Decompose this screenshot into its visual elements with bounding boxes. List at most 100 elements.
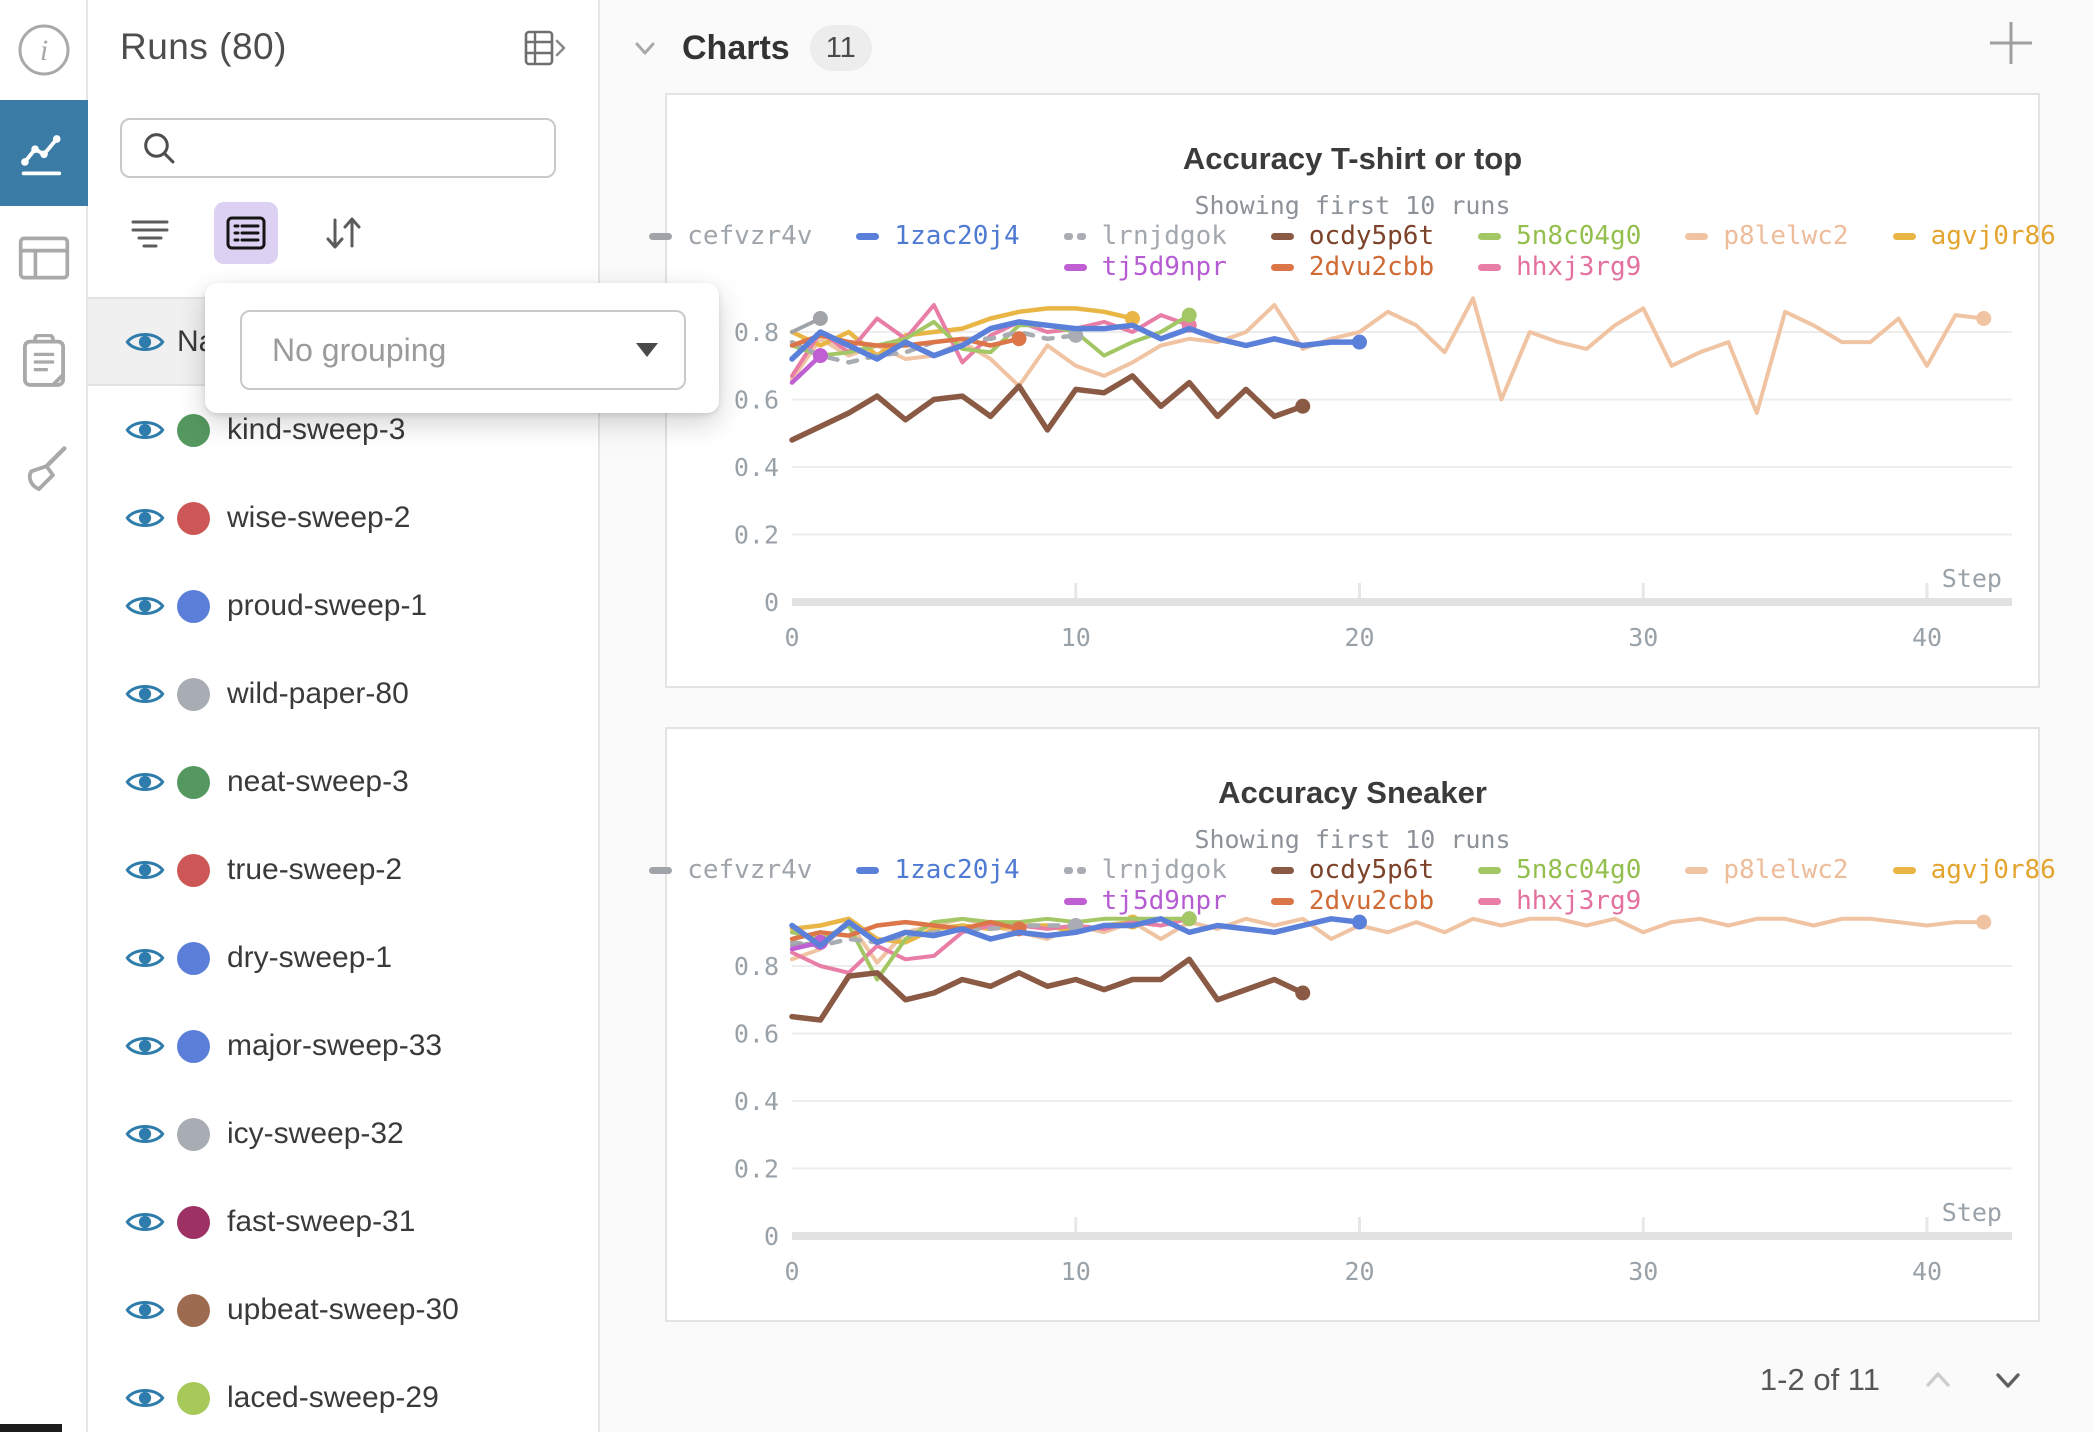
- legend-entry-agvj0r86[interactable]: agvj0r86: [1892, 221, 2056, 251]
- run-color-dot: [177, 501, 210, 535]
- run-list-item[interactable]: icy-sweep-32: [88, 1090, 600, 1178]
- run-list-item[interactable]: laced-sweep-29: [88, 1354, 600, 1432]
- chart-title: Accuracy T-shirt or top: [1182, 141, 1523, 176]
- run-color-dot: [177, 1293, 210, 1327]
- pagination-label: 1-2 of 11: [1759, 1362, 1880, 1397]
- legend-entry-tj5d9npr[interactable]: tj5d9npr: [1063, 252, 1227, 282]
- svg-text:0: 0: [784, 623, 799, 652]
- legend-entry-2dvu2cbb[interactable]: 2dvu2cbb: [1270, 252, 1435, 282]
- run-list-item[interactable]: fast-sweep-31: [88, 1178, 600, 1266]
- legend-label: agvj0r86: [1930, 221, 2056, 251]
- svg-text:0: 0: [764, 588, 779, 617]
- legend-entry-2dvu2cbb[interactable]: 2dvu2cbb: [1270, 886, 1435, 916]
- group-runs-button[interactable]: [214, 202, 278, 264]
- legend-entry-cefvzr4v[interactable]: cefvzr4v: [649, 855, 812, 885]
- legend-label: 2dvu2cbb: [1308, 886, 1435, 916]
- line-chart-icon: [21, 135, 62, 176]
- run-list-item[interactable]: true-sweep-2: [88, 826, 600, 914]
- chart-panel[interactable]: 0 0.2 0.4 0.6 0.8 0 10 20 30 40 Step Accuracy Snea…: [649, 727, 2056, 1322]
- legend-mark: [1063, 263, 1087, 271]
- legend-label: cefvzr4v: [687, 855, 813, 885]
- legend-entry-1zac20j4[interactable]: 1zac20j4: [856, 221, 1020, 251]
- legend-mark: [649, 866, 673, 874]
- run-list-item[interactable]: upbeat-sweep-30: [88, 1266, 600, 1354]
- run-name-label: kind-sweep-3: [227, 413, 406, 446]
- run-list-item[interactable]: neat-sweep-3: [88, 738, 600, 826]
- run-list-item[interactable]: dry-sweep-1: [88, 914, 600, 1002]
- eye-icon[interactable]: [125, 1207, 165, 1237]
- legend-entry-1zac20j4[interactable]: 1zac20j4: [856, 855, 1020, 885]
- charts-section-title: Charts: [682, 28, 790, 67]
- legend-entry-tj5d9npr[interactable]: tj5d9npr: [1063, 886, 1227, 916]
- legend-label: p8lelwc2: [1723, 221, 1849, 251]
- info-icon: i: [18, 24, 70, 76]
- legend-mark: [1478, 897, 1502, 905]
- legend-entry-lrnjdgok[interactable]: lrnjdgok: [1063, 221, 1227, 251]
- chart-panel[interactable]: 0 0.2 0.4 0.6 0.8 0 10 20 30 40 Step Accuracy T-sh…: [649, 93, 2056, 688]
- legend-mark: [1063, 897, 1087, 905]
- eye-icon[interactable]: [125, 679, 165, 709]
- run-color-dot: [177, 941, 210, 975]
- legend-entry-hhxj3rg9[interactable]: hhxj3rg9: [1478, 252, 1641, 282]
- plus-icon: [1990, 22, 2032, 64]
- run-list-item[interactable]: proud-sweep-1: [88, 562, 600, 650]
- run-color-dot: [177, 1205, 210, 1239]
- svg-text:30: 30: [1628, 623, 1658, 652]
- eye-icon[interactable]: [125, 1295, 165, 1325]
- legend-entry-agvj0r86[interactable]: agvj0r86: [1892, 855, 2056, 885]
- eye-icon[interactable]: [125, 855, 165, 885]
- legend-entry-5n8c04g0[interactable]: 5n8c04g0: [1478, 855, 1641, 885]
- legend-entry-5n8c04g0[interactable]: 5n8c04g0: [1478, 221, 1641, 251]
- expand-runs-table-button[interactable]: [522, 26, 566, 70]
- sort-runs-button[interactable]: [320, 210, 366, 256]
- legend-entry-cefvzr4v[interactable]: cefvzr4v: [649, 221, 812, 251]
- eye-icon[interactable]: [125, 1383, 165, 1413]
- run-list-item[interactable]: wise-sweep-2: [88, 474, 600, 562]
- eye-icon[interactable]: [125, 767, 165, 797]
- grouping-select[interactable]: No grouping: [240, 310, 686, 390]
- legend-entry-ocdy5p6t[interactable]: ocdy5p6t: [1270, 855, 1434, 885]
- pagination-next-button[interactable]: [1986, 1358, 2030, 1402]
- info-nav-button[interactable]: i: [0, 0, 88, 100]
- eye-icon[interactable]: [125, 503, 165, 533]
- run-list-item[interactable]: kind-sweep-3: [88, 386, 600, 474]
- svg-text:0.6: 0.6: [734, 1020, 779, 1049]
- eye-icon[interactable]: [125, 591, 165, 621]
- grouping-select-value: No grouping: [272, 331, 447, 368]
- legend-entry-p8lelwc2[interactable]: p8lelwc2: [1685, 221, 1849, 251]
- collapse-section-chevron-icon[interactable]: [628, 31, 662, 65]
- run-name-label: proud-sweep-1: [227, 589, 428, 622]
- eye-icon[interactable]: [125, 943, 165, 973]
- eye-icon[interactable]: [125, 327, 165, 357]
- filter-icon: [131, 220, 169, 248]
- charts-pagination: 1-2 of 11: [1760, 1352, 2030, 1408]
- add-panel-button[interactable]: [1986, 18, 2036, 68]
- clipboard-icon: [23, 334, 65, 387]
- legend-entry-lrnjdgok[interactable]: lrnjdgok: [1063, 855, 1227, 885]
- svg-text:10: 10: [1061, 1257, 1091, 1286]
- run-search-box[interactable]: [120, 118, 556, 178]
- legend-entry-hhxj3rg9[interactable]: hhxj3rg9: [1478, 886, 1641, 916]
- run-list-item[interactable]: wild-paper-80: [88, 650, 600, 738]
- chart-legend-row-1: cefvzr4v 1zac20j4 lrnjdgok ocdy5p6t 5n8c04g0…: [649, 855, 2056, 885]
- filter-runs-button[interactable]: [128, 213, 172, 253]
- charts-nav-button[interactable]: [0, 100, 88, 206]
- chart-subtitle: Showing first 10 runs: [1194, 191, 1511, 220]
- legend-entry-ocdy5p6t[interactable]: ocdy5p6t: [1270, 221, 1434, 251]
- cleanup-nav-button[interactable]: [0, 420, 88, 520]
- run-search-input[interactable]: [192, 131, 552, 165]
- pagination-prev-button[interactable]: [1916, 1358, 1960, 1402]
- legend-mark: [1270, 866, 1294, 874]
- legend-mark: [1685, 232, 1709, 240]
- notes-nav-button[interactable]: [0, 312, 88, 412]
- legend-label: 2dvu2cbb: [1308, 252, 1435, 282]
- runs-panel-title: Runs (80): [120, 26, 287, 67]
- eye-icon[interactable]: [125, 1031, 165, 1061]
- table-nav-button[interactable]: [0, 208, 88, 308]
- run-list-item[interactable]: major-sweep-33: [88, 1002, 600, 1090]
- caret-down-icon: [636, 343, 658, 357]
- eye-icon[interactable]: [125, 1119, 165, 1149]
- legend-entry-p8lelwc2[interactable]: p8lelwc2: [1685, 855, 1849, 885]
- eye-icon[interactable]: [125, 415, 165, 445]
